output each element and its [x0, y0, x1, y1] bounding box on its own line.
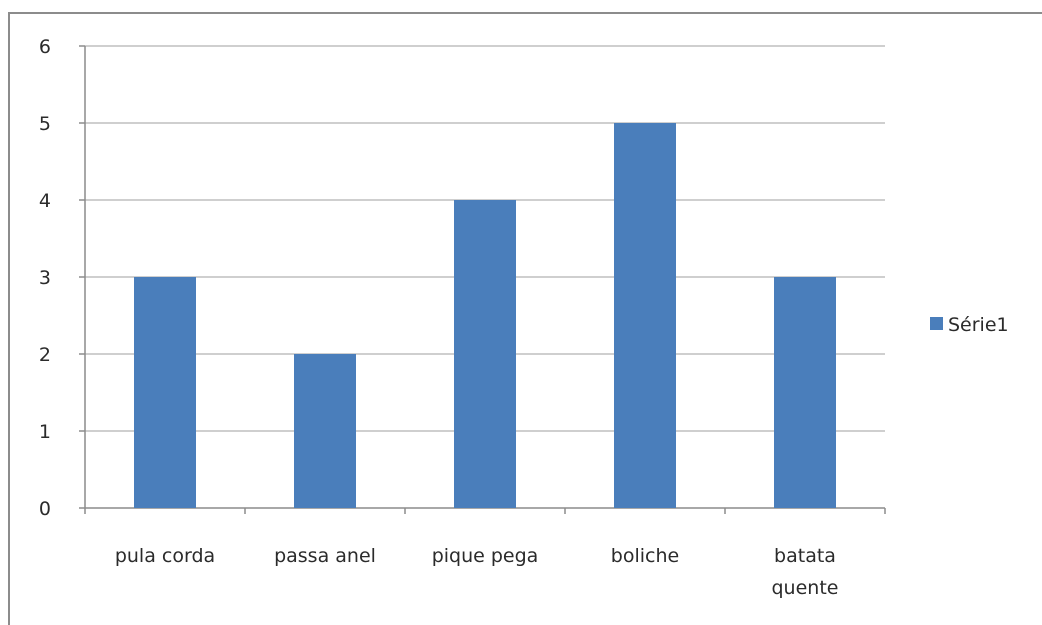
y-tick-label-3: 3 [39, 267, 51, 289]
x-tick-label-pique-pega: pique pega [432, 545, 539, 567]
legend-swatch-serie1 [930, 317, 943, 330]
y-tick-label-5: 5 [39, 113, 51, 135]
y-tick-label-6: 6 [39, 36, 51, 58]
bar-pique-pega [454, 200, 516, 508]
bar-boliche [614, 123, 676, 508]
bar-batata-quente [774, 277, 836, 508]
y-tick-label-1: 1 [39, 421, 51, 443]
x-tick-label-boliche: boliche [611, 545, 679, 567]
y-tick-label-4: 4 [39, 190, 51, 212]
x-tick-label-passa-anel: passa anel [274, 545, 376, 567]
bar-passa-anel [294, 354, 356, 508]
bar-pula-corda [134, 277, 196, 508]
y-tick-label-0: 0 [39, 498, 51, 520]
y-tick-labels: 0 1 2 3 4 5 6 [39, 36, 51, 520]
legend: Série1 [930, 314, 1009, 336]
x-tick-label-batata-quente: batata quente [772, 545, 839, 599]
bars [134, 123, 836, 508]
y-tick-label-2: 2 [39, 344, 51, 366]
x-tick-label-pula-corda: pula corda [115, 545, 215, 567]
legend-label-serie1: Série1 [948, 314, 1009, 336]
x-tick-labels: pula corda passa anel pique pega boliche bat… [115, 545, 839, 599]
